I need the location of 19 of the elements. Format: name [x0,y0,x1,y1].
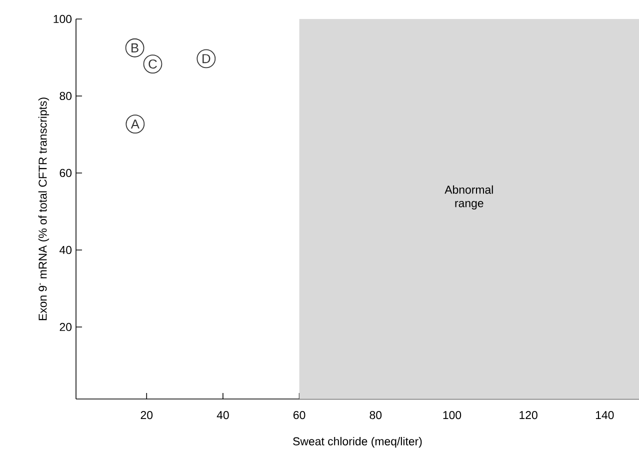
annotation: B [132,43,138,52]
x-tick-label: 20 [140,411,153,420]
x-tick-label: 40 [216,411,229,420]
x-tick-label: 120 [520,411,538,420]
x-tick-label: 80 [370,411,382,420]
y-tick-label: 40 [60,246,72,254]
y-tick-label: 60 [60,168,72,178]
annotation: A [130,120,140,129]
x-tick-label: 140 [596,411,614,420]
x-axis-title: Sweat chloride (meq/liter) [293,436,422,448]
annotation: C [148,59,157,69]
y-tick-label: 80 [60,92,72,100]
y-tick-label: 20 [60,322,72,332]
y-tick-label: 100 [54,14,72,24]
x-tick-label: 60 [294,411,306,420]
y-axis-title: Exon 9$^{-}$ mRNA (% of total CFTR transcripts) [38,98,50,320]
band-label: Abnormal range [444,185,493,210]
x-tick-label: 100 [443,411,462,420]
annotation: D [202,54,210,64]
